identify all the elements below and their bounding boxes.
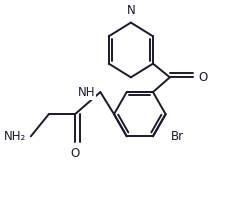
Text: NH: NH [78,86,95,99]
Text: O: O [198,71,207,84]
Text: Br: Br [171,130,184,143]
Text: N: N [126,4,135,17]
Text: NH₂: NH₂ [4,130,26,143]
Text: O: O [70,147,80,160]
